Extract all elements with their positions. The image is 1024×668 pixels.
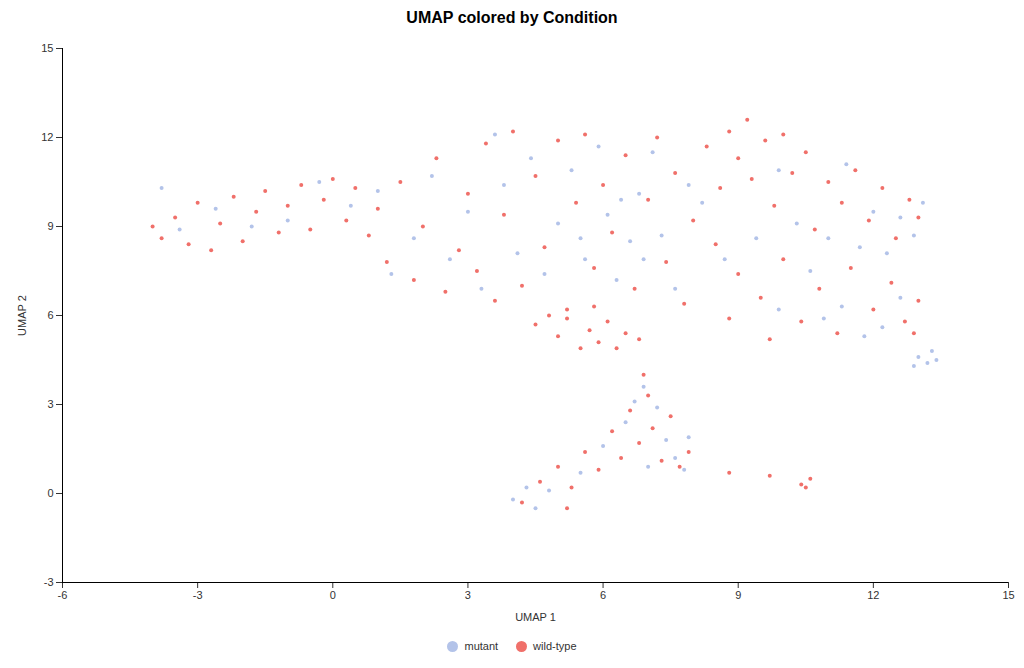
svg-text:0: 0 [330, 589, 336, 601]
svg-text:6: 6 [47, 309, 53, 321]
svg-text:-6: -6 [58, 589, 68, 601]
html-text:UMAP colored by Condition: UMAP colored by Condition [406, 9, 618, 26]
svg-text:UMAP 2: UMAP 2 [16, 295, 28, 336]
html-text:wild-type: wild-type [533, 640, 577, 652]
svg-text:3: 3 [47, 398, 53, 410]
svg-text:12: 12 [41, 131, 53, 143]
svg-text:3: 3 [465, 589, 471, 601]
svg-text:0: 0 [47, 487, 53, 499]
svg-text:9: 9 [47, 220, 53, 232]
svg-text:UMAP 1: UMAP 1 [515, 611, 556, 623]
svg-text:15: 15 [1002, 589, 1014, 601]
svg-text:6: 6 [600, 589, 606, 601]
svg-text:12: 12 [867, 589, 879, 601]
svg-text:9: 9 [735, 589, 741, 601]
html-text:mutant: mutant [464, 640, 499, 652]
svg-text:15: 15 [41, 42, 53, 54]
svg-text:-3: -3 [193, 589, 203, 601]
svg-text:-3: -3 [44, 576, 54, 588]
